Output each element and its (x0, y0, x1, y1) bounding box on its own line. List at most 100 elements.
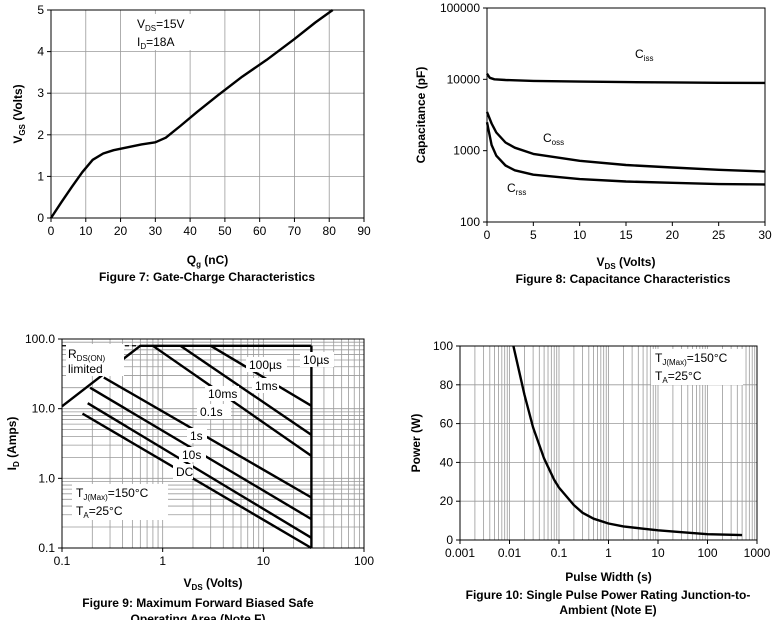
x-tick-label: 0 (484, 228, 491, 242)
gridlines (459, 345, 758, 541)
annotation-box (72, 484, 168, 520)
curve-label: 10ms (208, 387, 237, 401)
x-tick-label: 20 (114, 224, 128, 238)
x-tick-label: 5 (530, 228, 537, 242)
figure-caption: Figure 9: Maximum Forward Biased Safe (82, 596, 314, 610)
y-tick-label: 100000 (440, 1, 480, 15)
series-line (87, 402, 313, 539)
y-tick-label: 20 (440, 494, 454, 508)
x-tick-label: 0.001 (445, 546, 475, 560)
x-tick-label: 1 (605, 546, 612, 560)
x-tick-label: 1000 (744, 546, 771, 560)
x-tick-label: 10 (573, 228, 587, 242)
y-tick-label: 80 (440, 378, 454, 392)
y-tick-label: 60 (440, 417, 454, 431)
x-tick-label: 10 (257, 554, 271, 568)
y-tick-label: 1.0 (38, 471, 55, 485)
figure-caption: Figure 7: Gate-Charge Characteristics (99, 270, 315, 284)
plot-frame (61, 338, 365, 549)
x-tick-label: 0.1 (54, 554, 71, 568)
series-line (486, 73, 766, 85)
annotation-tj: TJ(Max)=150°C (655, 351, 728, 367)
x-tick-label: 10 (651, 546, 665, 560)
annotation-box (133, 14, 201, 50)
fig7-chart: 0 10 20 30 40 50 60 70 80 90 0 1 2 3 4 5 VDS=15V ID=18A Qg… (11, 3, 371, 284)
y-tick-label: 3 (37, 86, 44, 100)
curve-label: 10s (182, 448, 201, 462)
annotation-box (651, 349, 743, 385)
series-label-coss: Coss (543, 131, 564, 147)
curve-label: 10µs (303, 353, 329, 367)
series-label-crss: Crss (507, 181, 526, 197)
annotation-ta: TA=25°C (655, 369, 702, 385)
x-tick-label: 0.01 (498, 546, 522, 560)
x-tick-label: 0 (48, 224, 55, 238)
x-tick-label: 80 (323, 224, 337, 238)
series-line (512, 345, 743, 537)
series-line (81, 412, 313, 550)
curve-label: 1s (190, 429, 203, 443)
x-tick-label: 30 (149, 224, 163, 238)
fig8-chart: 0 5 10 15 20 25 30 100 1000 10000 100000 Ciss Coss Cr… (414, 1, 772, 286)
curve-label-bg (179, 447, 206, 462)
figure-caption: Figure 10: Single Pulse Power Rating Jun… (466, 588, 751, 602)
annotation-id: ID=18A (137, 35, 174, 51)
curve-label: DC (176, 465, 194, 479)
curve-label-bg (246, 357, 287, 372)
y-tick-label: 100 (433, 339, 453, 353)
x-tick-label: 40 (183, 224, 197, 238)
x-tick-label: 0.1 (551, 546, 568, 560)
y-tick-label: 10.0 (32, 402, 56, 416)
y-axis-label: VGS (Volts) (11, 84, 27, 143)
y-tick-label: 0 (446, 533, 453, 547)
annotation-vds: VDS=15V (137, 17, 185, 33)
series-line (210, 344, 313, 407)
x-tick-label: 70 (288, 224, 302, 238)
figure-caption-line2: Operating Area (Note F) (131, 612, 266, 620)
curve-label: 100µs (249, 358, 282, 372)
series-line (49, 9, 334, 219)
figure-caption: Figure 8: Capacitance Characteristics (516, 272, 731, 286)
annotation-tj: TJ(Max)=150°C (76, 486, 149, 502)
curve-label-bg (197, 404, 231, 419)
series-line (103, 376, 313, 499)
y-tick-label: 10000 (447, 72, 481, 86)
plot-frame (50, 9, 365, 219)
curve-label: 0.1s (200, 405, 223, 419)
series-line (179, 344, 313, 436)
x-tick-label: 100 (697, 546, 717, 560)
figure-caption-line2: Ambient (Note E) (559, 603, 656, 617)
gridlines (50, 9, 365, 219)
x-tick-label: 1 (159, 554, 166, 568)
fig10-chart: 0.001 0.01 0.1 1 10 100 1000 0 20 40 60 80 100 TJ(Max… (409, 339, 771, 617)
curve-label-bg (173, 464, 193, 479)
y-tick-label: 40 (440, 455, 454, 469)
y-axis-label: Power (W) (409, 414, 423, 473)
curve-label-bg (252, 378, 279, 393)
fig9-chart: 0.1 1 10 100 0.1 1.0 10.0 100.0 RDS(ON)limited 10… (5, 332, 374, 620)
y-tick-label: 0 (37, 211, 44, 225)
series-label-ciss: Ciss (635, 47, 653, 63)
y-tick-label: 100.0 (25, 332, 55, 346)
x-tick-label: 30 (758, 228, 772, 242)
x-tick-label: 15 (619, 228, 633, 242)
y-axis-label: Capacitance (pF) (414, 67, 428, 164)
y-axis-label: ID (Amps) (5, 417, 21, 471)
y-tick-label: 5 (37, 3, 44, 17)
plot-frame (486, 7, 766, 223)
rdson-label: RDS(ON) (68, 347, 105, 363)
x-tick-label: 25 (712, 228, 726, 242)
y-tick-label: 0.1 (38, 541, 55, 555)
x-tick-label: 50 (218, 224, 232, 238)
rdson-limited-label: limited (68, 362, 103, 376)
curve-label-bg (300, 352, 334, 367)
limit-label-box (66, 344, 124, 376)
series-line (485, 122, 766, 186)
x-tick-label: 20 (666, 228, 680, 242)
y-tick-label: 1000 (453, 144, 480, 158)
curve-label-bg (205, 386, 239, 401)
x-axis-label: VDS (Volts) (597, 255, 656, 271)
curve-label: 1ms (255, 379, 278, 393)
y-tick-label: 1 (37, 169, 44, 183)
